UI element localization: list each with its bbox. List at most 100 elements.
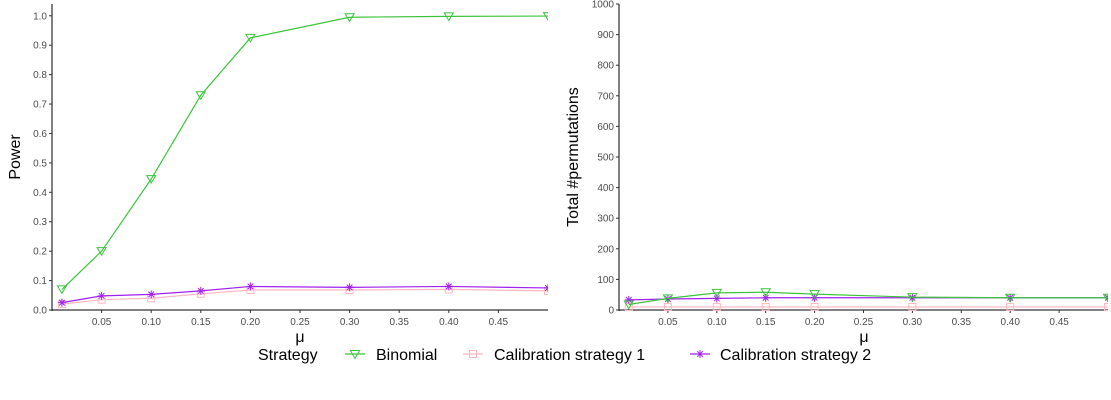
permutations-calibration-strategy-1-point-5	[908, 302, 917, 311]
power-y-tick-label: 0.2	[33, 247, 47, 258]
permutations-series-binomial	[623, 288, 1108, 310]
permutations-calibration-strategy-1-point-2	[712, 302, 721, 311]
permutations-binomial-point-5	[907, 293, 918, 303]
power-binomial-point-7	[542, 12, 548, 22]
power-y-tick-label: 0.9	[33, 41, 47, 52]
power-series-calibration-strategy-2	[57, 282, 548, 307]
power-x-axis-title: μ	[295, 329, 304, 346]
power-series-calibration-strategy-1	[57, 285, 548, 309]
power-series-binomial	[56, 12, 548, 295]
power-x-tick-label: 0.30	[340, 317, 360, 328]
power-binomial-point-0	[56, 285, 68, 295]
permutations-x-tick-label: 0.30	[903, 317, 923, 328]
power-binomial-point-6	[443, 12, 455, 22]
power-x-tick-label: 0.40	[439, 317, 459, 328]
permutations-y-tick-label: 800	[597, 61, 614, 72]
permutations-calibration-strategy-1-point-4	[810, 302, 819, 311]
power-y-tick-label: 1.0	[33, 11, 47, 22]
permutations-binomial-point-1	[662, 294, 674, 304]
permutations-binomial-point-2	[711, 288, 723, 298]
power-calibration-strategy-1-line	[61, 288, 548, 305]
power-y-tick-label: 0.5	[33, 158, 47, 169]
legend-binomial-label: Binomial	[376, 347, 437, 364]
permutations-calibration-strategy-1-point-3	[761, 302, 770, 311]
power-y-tick-label: 0.8	[33, 70, 47, 81]
permutations-x-tick-label: 0.45	[1049, 317, 1069, 328]
permutations-x-tick-label: 0.05	[658, 317, 678, 328]
legend-calibration-1-marker	[469, 350, 477, 358]
power-x-tick-label: 0.25	[290, 317, 310, 328]
power-calibration-strategy-2-point-1	[97, 291, 106, 300]
power-x-tick-label: 0.35	[389, 317, 409, 328]
power-binomial-point-4	[245, 33, 256, 43]
permutations-calibration-strategy-1-point-6	[1006, 302, 1015, 311]
power-calibration-strategy-2-point-3	[196, 286, 205, 295]
permutations-y-tick-label: 600	[597, 122, 614, 133]
power-x-tick-label: 0.15	[191, 317, 211, 328]
permutations-y-tick-label: 300	[597, 214, 614, 225]
power-y-axis-title: Power	[7, 134, 24, 180]
permutations-y-tick-label: 500	[597, 153, 614, 164]
permutations-series-calibration-strategy-1	[624, 302, 1108, 311]
permutations-x-axis-title: μ	[859, 329, 868, 346]
power-calibration-strategy-2-line	[61, 285, 548, 304]
permutations-y-tick-label: 200	[597, 244, 614, 255]
power-binomial-point-5	[344, 13, 355, 23]
permutations-binomial-point-4	[809, 290, 820, 300]
legend-calibration-1-label: Calibration strategy 1	[494, 347, 645, 364]
legend-title: Strategy	[258, 347, 318, 364]
permutations-calibration-strategy-2-point-2	[712, 294, 721, 303]
power-panel: 0.0 0.1 0.2 0.3 0.4 0.5 0.6 0.7 0.8 0.9 1.0 0.05 0.1…	[7, 4, 548, 346]
power-y-tick-label: 0.3	[33, 217, 47, 228]
power-binomial-point-2	[145, 175, 157, 185]
permutations-binomial-point-6	[1004, 293, 1016, 303]
permutations-x-tick-label: 0.35	[952, 317, 972, 328]
permutations-calibration-strategy-2-point-3	[761, 293, 770, 302]
permutations-panel: 0 100 200 300 400 500 600 700 800 900 1000 0.05 0.10…	[565, 0, 1108, 346]
permutations-binomial-point-0	[623, 300, 635, 310]
power-y-tick-label: 0.1	[33, 276, 47, 287]
permutations-calibration-strategy-1-point-1	[663, 302, 672, 311]
permutations-y-tick-label: 900	[597, 30, 614, 41]
permutations-x-tick-label: 0.10	[707, 317, 727, 328]
power-binomial-point-1	[96, 247, 107, 257]
permutations-calibration-strategy-1-point-7	[1104, 302, 1108, 311]
permutations-binomial-point-3	[760, 288, 772, 298]
legend-calibration-2-label: Calibration strategy 2	[720, 347, 871, 364]
power-calibration-strategy-2-point-0	[57, 298, 66, 307]
power-binomial-point-3	[195, 91, 207, 101]
legend-calibration-2-marker	[696, 350, 704, 358]
power-calibration-strategy-2-point-7	[544, 283, 548, 292]
power-calibration-strategy-2-point-2	[147, 290, 156, 299]
permutations-y-tick-label: 0	[608, 306, 614, 317]
permutations-y-tick-label: 400	[597, 183, 614, 194]
permutations-x-tick-label: 0.25	[854, 317, 874, 328]
power-calibration-strategy-2-point-6	[444, 282, 453, 291]
permutations-x-tick-label: 0.15	[756, 317, 776, 328]
permutations-x-tick-label: 0.40	[1000, 317, 1020, 328]
power-y-tick-label: 0.0	[33, 306, 47, 317]
power-y-tick-label: 0.7	[33, 100, 47, 111]
power-x-tick-label: 0.10	[141, 317, 161, 328]
power-x-tick-label: 0.05	[92, 317, 112, 328]
permutations-binomial-point-7	[1102, 293, 1108, 303]
legend-item-calibration-2: Calibration strategy 2	[690, 347, 871, 364]
power-calibration-strategy-2-point-4	[246, 282, 255, 291]
permutations-y-axis-title: Total #permutations	[565, 87, 582, 227]
permutations-y-tick-label: 100	[597, 275, 614, 286]
permutations-binomial-line	[628, 291, 1108, 306]
permutations-y-tick-label: 700	[597, 91, 614, 102]
permutations-y-tick-label: 1000	[592, 0, 615, 11]
power-x-tick-label: 0.20	[241, 317, 261, 328]
permutations-x-tick-label: 0.20	[805, 317, 825, 328]
power-binomial-line	[61, 15, 548, 290]
legend: Strategy Binomial Calibration strategy 1…	[258, 347, 871, 364]
legend-item-calibration-1: Calibration strategy 1	[463, 347, 645, 364]
power-y-tick-label: 0.6	[33, 129, 47, 140]
power-calibration-strategy-2-point-5	[345, 283, 354, 292]
power-x-tick-label: 0.45	[489, 317, 509, 328]
permutations-calibration-strategy-2-point-0	[624, 295, 633, 304]
power-y-tick-label: 0.4	[33, 188, 47, 199]
power-calibration-strategy-1-point-7	[544, 286, 548, 295]
